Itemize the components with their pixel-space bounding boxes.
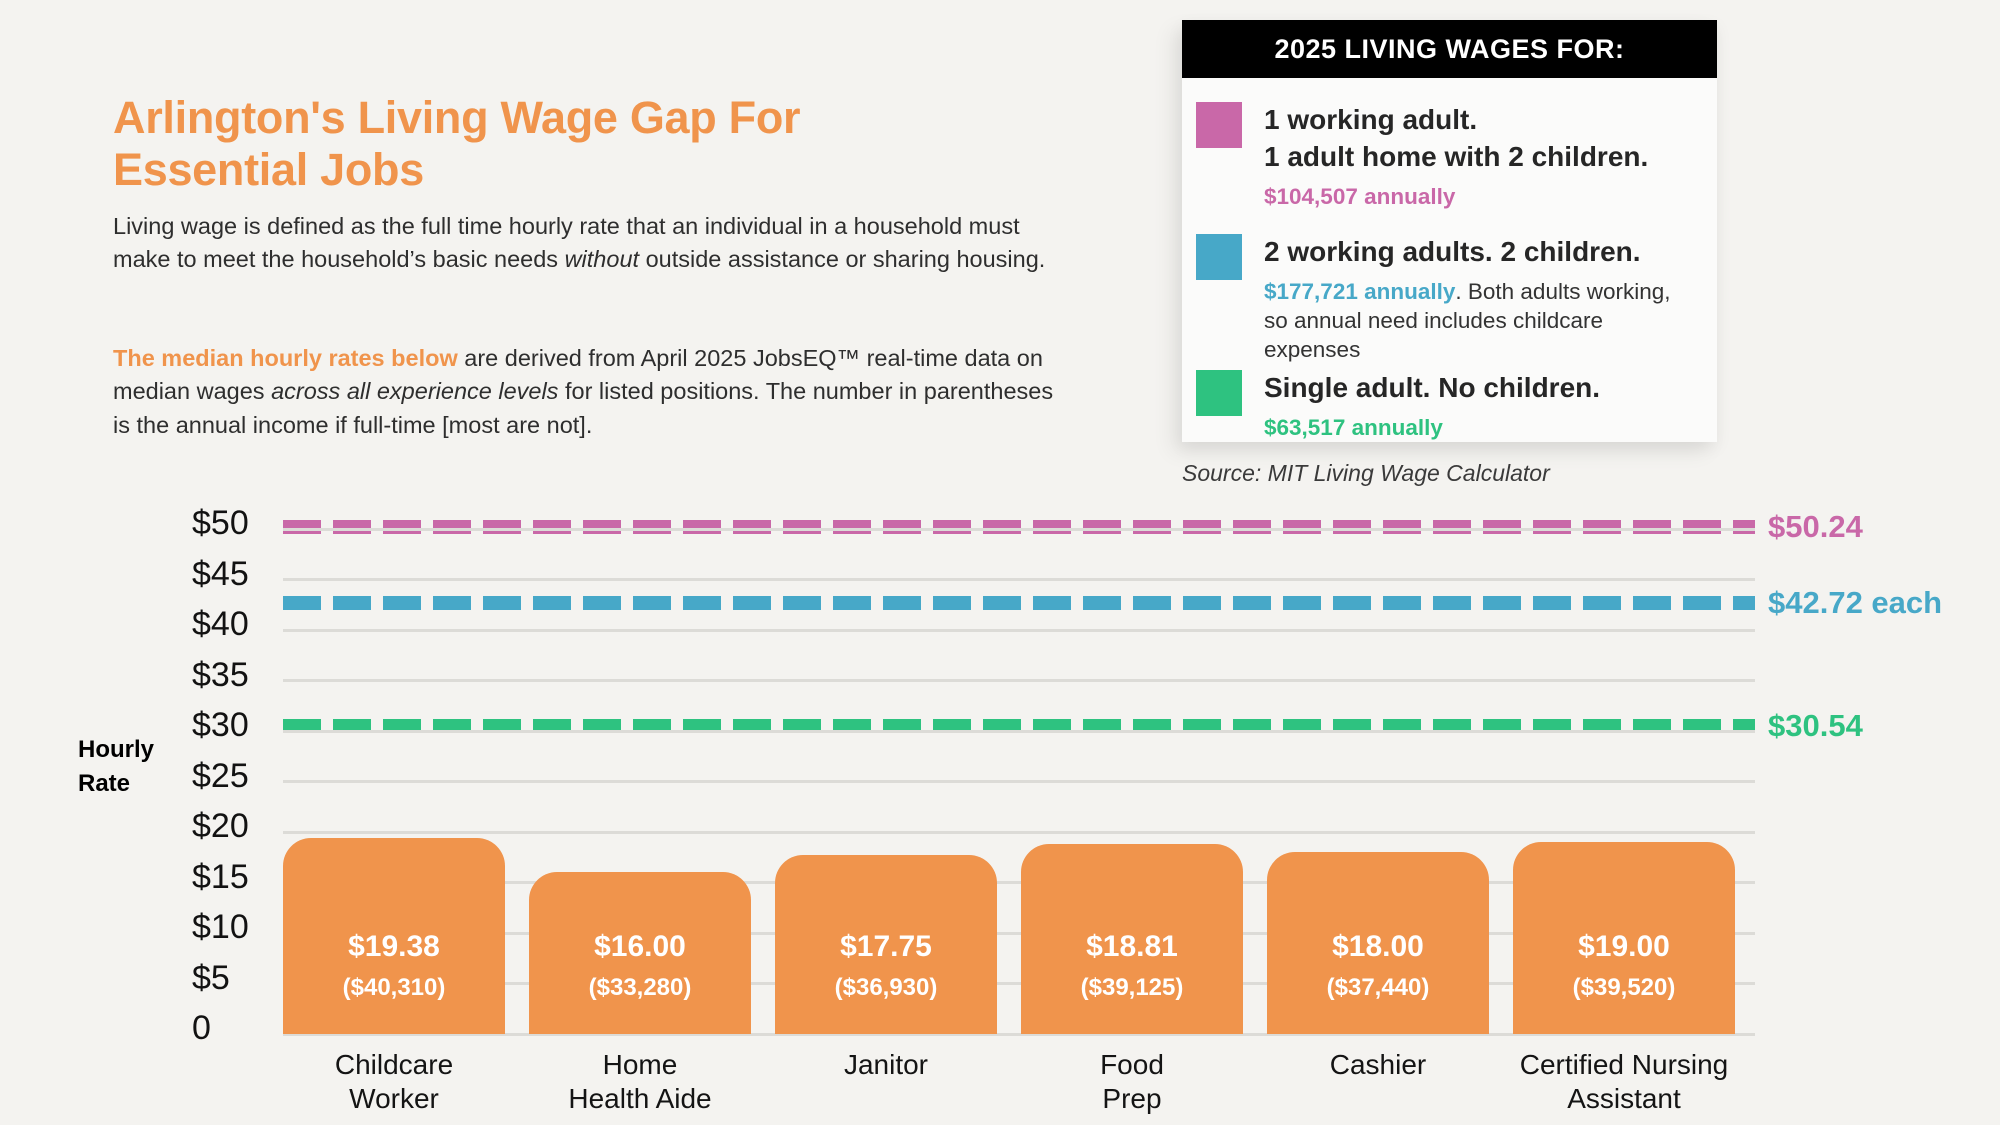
text-segment: outside assistance or sharing housing.: [639, 246, 1046, 273]
y-tick-label: $20: [192, 807, 249, 845]
legend-swatch: [1196, 234, 1242, 280]
text-segment: without: [564, 246, 640, 273]
bar-annual-label: ($39,125): [1080, 973, 1184, 1001]
legend-annual-value: $104,507 annually: [1264, 183, 1456, 209]
bar-value-label: $16.00: [594, 929, 686, 963]
legend-panel: 2025 LIVING WAGES FOR: 1 working adult. …: [1182, 20, 1717, 442]
legend-item: Single adult. No children. $63,517 annual…: [1196, 370, 1701, 442]
text-segment: are derived from April 2025 JobsEQ™ real…: [113, 344, 1043, 405]
bar: $17.75 ($36,930): [775, 854, 997, 1034]
bar: $16.00 ($33,280): [529, 872, 751, 1034]
reference-line: [283, 718, 1755, 733]
bar-value-label: $19.38: [348, 929, 440, 963]
legend-note: . Both adults working, so annual need in…: [1264, 278, 1671, 363]
text-segment: for listed positions. The number in pare…: [113, 378, 1054, 439]
bar: $19.00 ($39,520): [1513, 842, 1735, 1034]
bar-annual-label: ($36,930): [834, 973, 938, 1001]
bar-annual-label: ($40,310): [342, 973, 446, 1001]
legend-item-subtext: $63,517 annually: [1264, 413, 1699, 442]
y-tick-label: $30: [192, 706, 249, 744]
y-tick-label: $25: [192, 756, 249, 795]
y-tick-label: 0: [192, 1009, 211, 1047]
bar: $18.81 ($39,125): [1021, 844, 1243, 1034]
y-tick-label: $45: [192, 554, 249, 593]
gridline: [283, 830, 1755, 834]
y-tick-label: $5: [192, 958, 230, 997]
gridline: [283, 527, 1755, 531]
category-label: Food Prep: [1100, 1049, 1164, 1115]
legend-item-text: 1 working adult. 1 adult home with 2 chi…: [1264, 102, 1699, 211]
y-tick-label: $10: [192, 908, 249, 946]
category-label: Certified Nursing Assistant: [1519, 1049, 1729, 1115]
y-tick-label: $40: [192, 605, 249, 643]
gridline: [283, 931, 1755, 935]
bar-value-label: $17.75: [840, 929, 932, 963]
legend-item-heading: 2 working adults. 2 children.: [1264, 236, 1641, 267]
source-note: Source: MIT Living Wage Calculator: [1182, 460, 1550, 486]
legend-item: 2 working adults. 2 children. $177,721 an…: [1196, 234, 1701, 365]
y-tick-label: $50: [192, 504, 249, 542]
legend-item-subtext: $104,507 annually: [1264, 182, 1699, 211]
gridline: [283, 729, 1755, 733]
text-segment: The median hourly rates below: [113, 344, 458, 371]
gridline: [283, 679, 1755, 682]
bar-annual-label: ($33,280): [588, 973, 692, 1001]
category-label: Janitor: [843, 1049, 929, 1080]
gridline: [283, 982, 1755, 985]
methodology-paragraph: The median hourly rates below are derive…: [113, 342, 1061, 443]
legend-swatch: [1196, 370, 1242, 416]
category-label: Home Health Aide: [568, 1049, 712, 1115]
legend-item-heading: Single adult. No children.: [1264, 372, 1601, 403]
reference-line-label: $30.54: [1768, 707, 1863, 743]
legend-item-text: 2 working adults. 2 children. $177,721 an…: [1264, 234, 1699, 365]
legend-header: 2025 LIVING WAGES FOR:: [1182, 20, 1717, 78]
bar-annual-label: ($37,440): [1326, 973, 1430, 1001]
legend-annual-value: $63,517 annually: [1264, 414, 1443, 440]
text-segment: across all experience levels: [271, 378, 559, 405]
bar: $19.38 ($40,310): [283, 838, 505, 1034]
page-title: Arlington's Living Wage Gap For Essentia…: [113, 92, 801, 196]
text-segment: Living wage is defined as the full time …: [113, 212, 1020, 273]
gridline: [283, 578, 1755, 581]
legend-swatch: [1196, 102, 1242, 148]
category-label: Cashier: [1329, 1049, 1427, 1080]
legend-annual-value: $177,721 annually: [1264, 278, 1456, 304]
bar-value-label: $18.00: [1332, 929, 1424, 963]
intro-paragraph: Living wage is defined as the full time …: [113, 210, 1061, 278]
reference-line-label: $50.24: [1768, 508, 1863, 544]
bar-value-label: $19.00: [1578, 929, 1670, 963]
bar-value-label: $18.81: [1086, 929, 1178, 963]
legend-item-text: Single adult. No children. $63,517 annual…: [1264, 370, 1699, 442]
legend-item: 1 working adult. 1 adult home with 2 chi…: [1196, 102, 1701, 211]
gridline: [283, 881, 1755, 884]
y-axis-title: Hourly Rate: [78, 736, 155, 797]
bar: $18.00 ($37,440): [1267, 852, 1489, 1034]
reference-line: [283, 595, 1755, 610]
category-label: Childcare Worker: [334, 1049, 454, 1115]
gridline: [283, 1032, 1755, 1036]
y-tick-label: $15: [192, 857, 249, 896]
legend-item-subtext: $177,721 annually. Both adults working, …: [1264, 277, 1699, 365]
y-tick-label: $35: [192, 655, 249, 694]
bar-annual-label: ($39,520): [1572, 973, 1676, 1001]
reference-line-label: $42.72 each: [1768, 584, 1943, 620]
legend-item-heading: 1 working adult. 1 adult home with 2 chi…: [1264, 104, 1649, 172]
gridline: [283, 780, 1755, 783]
gridline: [283, 628, 1755, 632]
